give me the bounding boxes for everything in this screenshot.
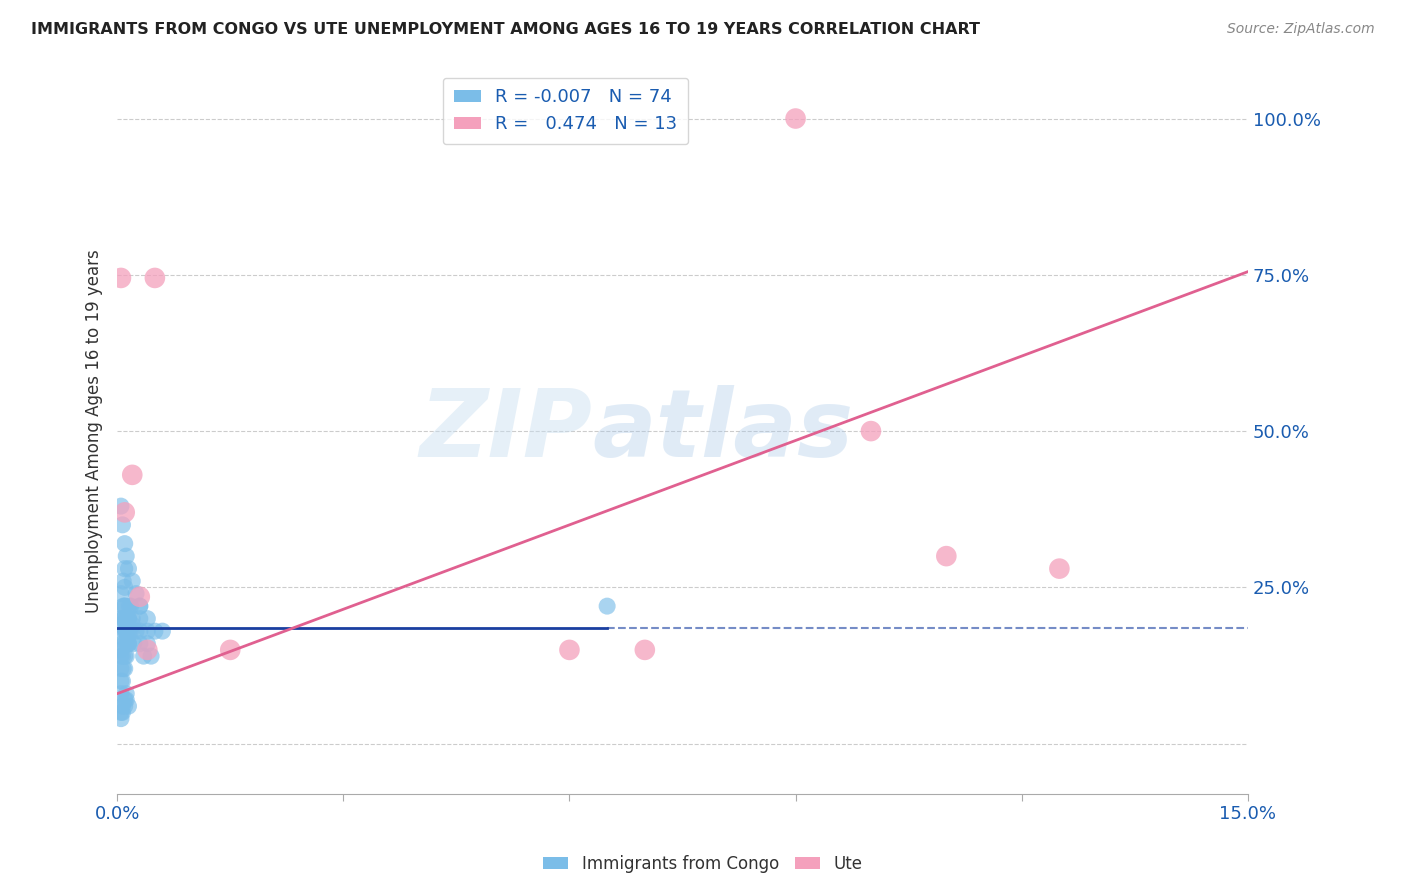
- Point: [128, 624, 150, 639]
- Point: [115, 637, 138, 651]
- Y-axis label: Unemployment Among Ages 16 to 19 years: Unemployment Among Ages 16 to 19 years: [86, 249, 103, 613]
- Point: [117, 699, 139, 714]
- Point: [136, 612, 159, 626]
- Point: [115, 624, 138, 639]
- Text: IMMIGRANTS FROM CONGO VS UTE UNEMPLOYMENT AMONG AGES 16 TO 19 YEARS CORRELATION : IMMIGRANTS FROM CONGO VS UTE UNEMPLOYMEN…: [31, 22, 980, 37]
- Point: [114, 599, 136, 614]
- Point: [121, 574, 143, 588]
- Point: [596, 599, 619, 614]
- Point: [125, 624, 148, 639]
- Text: ZIP: ZIP: [419, 385, 592, 477]
- Text: Source: ZipAtlas.com: Source: ZipAtlas.com: [1227, 22, 1375, 37]
- Point: [114, 649, 136, 664]
- Point: [136, 624, 159, 639]
- Point: [112, 599, 135, 614]
- Point: [114, 580, 136, 594]
- Point: [111, 517, 134, 532]
- Point: [115, 549, 138, 563]
- Point: [117, 637, 139, 651]
- Point: [785, 112, 807, 126]
- Point: [117, 637, 139, 651]
- Point: [110, 499, 132, 513]
- Point: [117, 612, 139, 626]
- Point: [219, 643, 242, 657]
- Point: [114, 699, 136, 714]
- Point: [111, 637, 134, 651]
- Point: [115, 693, 138, 707]
- Point: [111, 699, 134, 714]
- Point: [634, 643, 657, 657]
- Point: [111, 674, 134, 689]
- Point: [136, 643, 159, 657]
- Point: [859, 424, 882, 438]
- Point: [115, 624, 138, 639]
- Point: [112, 662, 135, 676]
- Point: [110, 643, 132, 657]
- Point: [122, 637, 145, 651]
- Point: [121, 618, 143, 632]
- Point: [117, 561, 139, 575]
- Point: [110, 662, 132, 676]
- Point: [115, 612, 138, 626]
- Point: [136, 637, 159, 651]
- Point: [112, 574, 135, 588]
- Point: [110, 674, 132, 689]
- Legend: R = -0.007   N = 74, R =   0.474   N = 13: R = -0.007 N = 74, R = 0.474 N = 13: [443, 78, 688, 145]
- Point: [114, 536, 136, 550]
- Point: [132, 649, 155, 664]
- Point: [110, 649, 132, 664]
- Point: [120, 624, 142, 639]
- Point: [114, 624, 136, 639]
- Point: [118, 599, 141, 614]
- Point: [114, 662, 136, 676]
- Text: atlas: atlas: [592, 385, 853, 477]
- Point: [114, 561, 136, 575]
- Legend: Immigrants from Congo, Ute: Immigrants from Congo, Ute: [537, 848, 869, 880]
- Point: [110, 587, 132, 601]
- Point: [110, 618, 132, 632]
- Point: [114, 693, 136, 707]
- Point: [111, 649, 134, 664]
- Point: [115, 612, 138, 626]
- Point: [121, 612, 143, 626]
- Point: [128, 637, 150, 651]
- Point: [111, 631, 134, 645]
- Point: [111, 706, 134, 720]
- Point: [115, 624, 138, 639]
- Point: [143, 271, 166, 285]
- Point: [110, 687, 132, 701]
- Point: [118, 624, 141, 639]
- Point: [117, 612, 139, 626]
- Point: [128, 590, 150, 604]
- Point: [128, 612, 150, 626]
- Point: [114, 505, 136, 519]
- Point: [112, 612, 135, 626]
- Point: [114, 637, 136, 651]
- Point: [115, 624, 138, 639]
- Point: [558, 643, 581, 657]
- Point: [935, 549, 957, 563]
- Point: [121, 467, 143, 482]
- Point: [112, 612, 135, 626]
- Point: [128, 599, 150, 614]
- Point: [115, 687, 138, 701]
- Point: [143, 624, 166, 639]
- Point: [128, 599, 150, 614]
- Point: [152, 624, 174, 639]
- Point: [125, 587, 148, 601]
- Point: [139, 649, 162, 664]
- Point: [110, 612, 132, 626]
- Point: [1047, 561, 1070, 575]
- Point: [110, 712, 132, 726]
- Point: [115, 649, 138, 664]
- Point: [120, 599, 142, 614]
- Point: [110, 271, 132, 285]
- Point: [114, 599, 136, 614]
- Point: [110, 706, 132, 720]
